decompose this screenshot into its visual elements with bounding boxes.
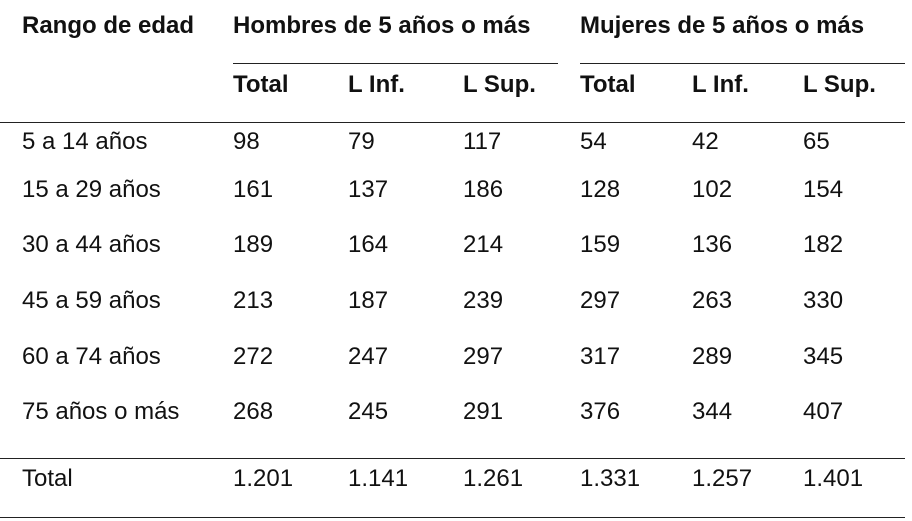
cell: 154 <box>803 176 844 203</box>
cell: 330 <box>803 287 844 314</box>
cell: 187 <box>348 287 389 314</box>
cell: 159 <box>580 231 621 258</box>
cell: 42 <box>692 128 719 155</box>
column-header: L Sup. <box>463 71 536 98</box>
row-label: 60 a 74 años <box>22 343 161 370</box>
total-cell: 1.261 <box>463 465 524 492</box>
cell: 79 <box>348 128 375 155</box>
cell: 164 <box>348 231 389 258</box>
cell: 247 <box>348 343 389 370</box>
cell: 65 <box>803 128 830 155</box>
cell: 54 <box>580 128 607 155</box>
group-rule <box>580 63 905 64</box>
cell: 98 <box>233 128 260 155</box>
group-header: Hombres de 5 años o más <box>233 12 531 39</box>
column-header: L Sup. <box>803 71 876 98</box>
cell: 345 <box>803 343 844 370</box>
cell: 213 <box>233 287 274 314</box>
cell: 291 <box>463 398 504 425</box>
cell: 376 <box>580 398 621 425</box>
cell: 182 <box>803 231 844 258</box>
total-label: Total <box>22 465 73 492</box>
cell: 268 <box>233 398 274 425</box>
total-cell: 1.257 <box>692 465 753 492</box>
total-cell: 1.201 <box>233 465 294 492</box>
cell: 137 <box>348 176 389 203</box>
cell: 214 <box>463 231 504 258</box>
cell: 297 <box>580 287 621 314</box>
group-rule <box>233 63 558 64</box>
row-label: 30 a 44 años <box>22 231 161 258</box>
group-header: Mujeres de 5 años o más <box>580 12 865 39</box>
row-label: 75 años o más <box>22 398 180 425</box>
cell: 297 <box>463 343 504 370</box>
cell: 136 <box>692 231 733 258</box>
cell: 117 <box>463 128 502 155</box>
total-cell: 1.141 <box>348 465 409 492</box>
cell: 102 <box>692 176 733 203</box>
cell: 317 <box>580 343 621 370</box>
cell: 161 <box>233 176 274 203</box>
cell: 186 <box>463 176 504 203</box>
header-rule <box>0 122 905 123</box>
total-rule <box>0 458 905 459</box>
cell: 263 <box>692 287 733 314</box>
column-header: Total <box>580 71 636 98</box>
cell: 189 <box>233 231 274 258</box>
total-cell: 1.331 <box>580 465 641 492</box>
column-header: L Inf. <box>692 71 749 98</box>
cell: 344 <box>692 398 733 425</box>
bottom-rule <box>0 517 905 518</box>
cell: 128 <box>580 176 621 203</box>
cell: 272 <box>233 343 274 370</box>
cell: 407 <box>803 398 844 425</box>
row-label: 45 a 59 años <box>22 287 161 314</box>
column-header: L Inf. <box>348 71 405 98</box>
cell: 239 <box>463 287 504 314</box>
column-header: Total <box>233 71 289 98</box>
row-label-header: Rango de edad <box>22 12 195 39</box>
row-label: 5 a 14 años <box>22 128 148 155</box>
cell: 245 <box>348 398 389 425</box>
row-label: 15 a 29 años <box>22 176 161 203</box>
total-cell: 1.401 <box>803 465 864 492</box>
cell: 289 <box>692 343 733 370</box>
